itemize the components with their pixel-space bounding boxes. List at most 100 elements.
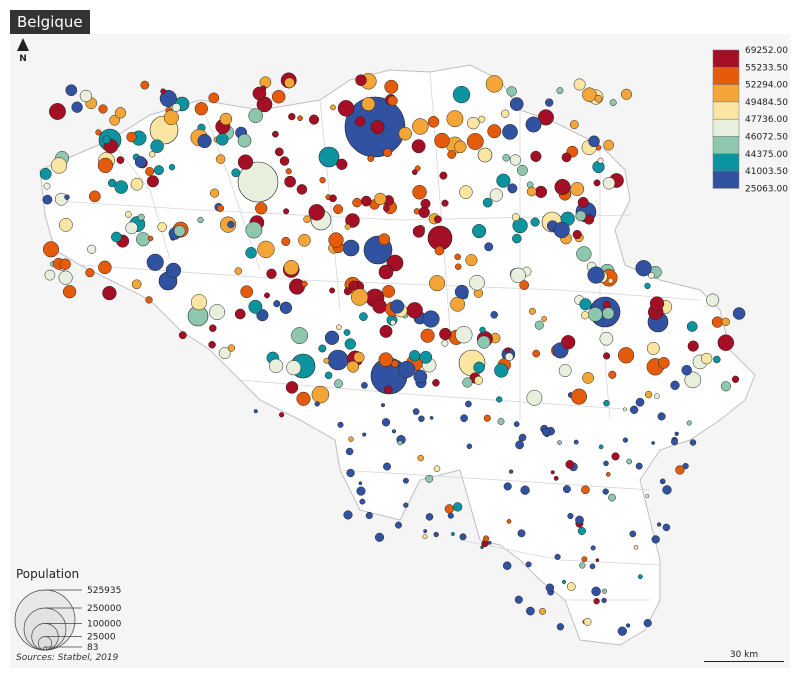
commune-circle bbox=[565, 460, 575, 469]
commune-circle bbox=[684, 371, 702, 389]
commune-circle bbox=[591, 586, 601, 597]
commune-circle bbox=[102, 135, 111, 144]
commune-circle bbox=[434, 215, 442, 224]
commune-circle bbox=[534, 185, 548, 198]
commune-circle bbox=[165, 262, 182, 279]
commune-circle bbox=[644, 390, 653, 399]
commune-circle bbox=[423, 529, 428, 534]
commune-circle bbox=[532, 349, 541, 358]
commune-circle bbox=[541, 427, 551, 437]
commune-circle bbox=[360, 195, 372, 207]
commune-circle bbox=[659, 478, 666, 485]
commune-circle bbox=[482, 535, 490, 542]
commune-circle bbox=[444, 504, 454, 514]
commune-circle bbox=[140, 80, 150, 90]
commune-circle bbox=[352, 197, 362, 208]
commune-circle bbox=[554, 553, 561, 560]
commune-circle bbox=[732, 307, 746, 320]
commune-circle bbox=[383, 205, 390, 212]
commune-circle bbox=[512, 217, 528, 234]
commune-circle bbox=[501, 109, 510, 118]
commune-circle bbox=[278, 412, 285, 418]
commune-circle bbox=[308, 204, 325, 221]
commune-circle bbox=[398, 126, 412, 141]
commune-circle bbox=[361, 97, 376, 111]
commune-circle bbox=[689, 439, 697, 446]
commune-circle bbox=[58, 270, 73, 285]
legend-class-box bbox=[712, 67, 740, 85]
commune-circle bbox=[561, 335, 576, 350]
commune-circle bbox=[283, 208, 290, 215]
commune-circle bbox=[284, 77, 295, 89]
commune-circle bbox=[390, 319, 396, 326]
commune-circle bbox=[450, 296, 466, 312]
commune-circle bbox=[219, 112, 233, 126]
commune-circle bbox=[422, 310, 440, 328]
commune-circle bbox=[629, 405, 639, 414]
commune-circle bbox=[395, 521, 402, 529]
legend-class-box bbox=[712, 170, 740, 189]
commune-circle bbox=[447, 512, 454, 519]
commune-circle bbox=[504, 352, 514, 362]
commune-circle bbox=[178, 331, 187, 340]
commune-circle bbox=[171, 103, 181, 112]
commune-circle bbox=[383, 148, 393, 158]
commune-circle bbox=[297, 115, 303, 122]
commune-circle bbox=[637, 574, 643, 580]
north-label: N bbox=[19, 54, 27, 64]
commune-circle bbox=[478, 115, 486, 123]
commune-circle bbox=[274, 147, 284, 157]
commune-circle bbox=[216, 204, 225, 212]
legend-break-label: 69252.00 bbox=[745, 46, 788, 56]
commune-circle bbox=[662, 523, 671, 532]
commune-circle bbox=[720, 381, 731, 392]
commune-circle bbox=[245, 221, 263, 239]
commune-circle bbox=[503, 482, 512, 491]
commune-circle bbox=[418, 415, 425, 423]
commune-circle bbox=[482, 197, 493, 208]
commune-circle bbox=[622, 407, 627, 412]
commune-circle bbox=[670, 380, 680, 390]
size-legend-label: 250000 bbox=[87, 604, 122, 614]
commune-circle bbox=[102, 285, 117, 301]
commune-circle bbox=[487, 124, 502, 139]
commune-circle bbox=[603, 352, 611, 360]
commune-circle bbox=[125, 221, 138, 235]
commune-circle bbox=[296, 184, 308, 195]
commune-circle bbox=[511, 213, 520, 222]
legend-class-box bbox=[712, 153, 740, 172]
commune-circle bbox=[459, 533, 467, 541]
commune-circle bbox=[465, 254, 478, 267]
commune-circle bbox=[467, 116, 480, 130]
commune-circle bbox=[153, 165, 164, 176]
commune-circle bbox=[362, 432, 367, 437]
commune-circle bbox=[87, 244, 97, 254]
north-arrow: N bbox=[15, 38, 31, 66]
commune-circle bbox=[502, 154, 510, 162]
commune-circle bbox=[361, 382, 368, 389]
commune-circle bbox=[603, 139, 615, 151]
commune-circle bbox=[173, 225, 186, 237]
commune-circle bbox=[417, 454, 424, 462]
commune-circle bbox=[97, 157, 114, 174]
commune-circle bbox=[163, 109, 179, 126]
commune-circle bbox=[146, 253, 164, 271]
commune-circle bbox=[474, 375, 484, 385]
commune-circle bbox=[398, 360, 416, 379]
commune-circle bbox=[686, 321, 698, 332]
commune-circle bbox=[343, 510, 353, 520]
commune-circle bbox=[494, 363, 509, 378]
north-arrow-icon bbox=[17, 38, 29, 51]
commune-circle bbox=[554, 178, 571, 196]
commune-circle bbox=[713, 355, 721, 364]
commune-circle bbox=[671, 438, 678, 446]
commune-circle bbox=[283, 260, 299, 276]
commune-circle bbox=[272, 130, 279, 138]
commune-circle bbox=[439, 171, 448, 180]
commune-circle bbox=[350, 288, 369, 306]
commune-circle bbox=[465, 400, 472, 408]
commune-circle bbox=[545, 583, 555, 593]
commune-circle bbox=[603, 460, 609, 467]
commune-circle bbox=[577, 526, 586, 536]
commune-circle bbox=[434, 132, 450, 149]
